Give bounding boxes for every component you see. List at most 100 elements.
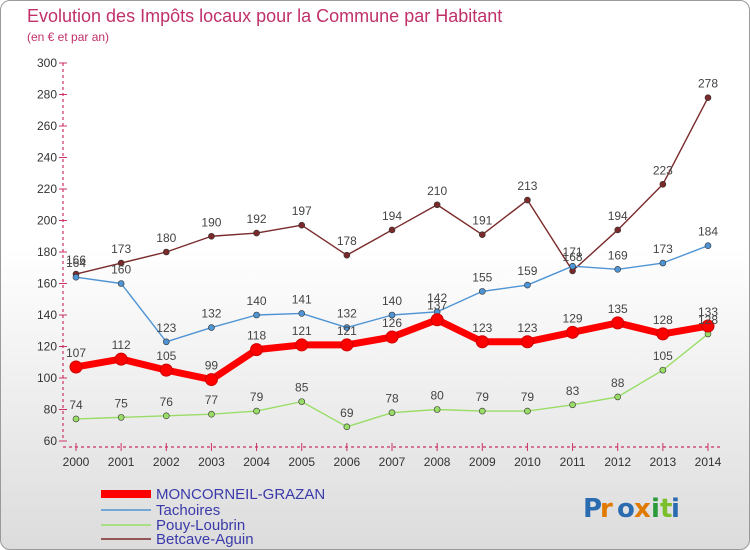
data-label: 121 (337, 324, 357, 338)
data-point (162, 338, 170, 346)
y-tick-label: 120 (37, 340, 57, 354)
y-tick-label: 60 (44, 434, 58, 448)
data-label: 160 (111, 263, 131, 277)
data-label: 180 (156, 231, 176, 245)
data-label: 83 (566, 384, 580, 398)
data-point (701, 319, 715, 333)
data-point (659, 366, 667, 374)
data-label: 178 (337, 234, 357, 248)
y-tick-label: 80 (44, 403, 58, 417)
logo-letter: i (671, 494, 680, 524)
y-tick-label: 180 (37, 245, 57, 259)
data-point (659, 259, 667, 267)
x-tick-label: 2004 (243, 455, 270, 469)
data-label: 79 (521, 390, 535, 404)
logo-letter: i (651, 494, 660, 524)
data-point (614, 226, 622, 234)
data-point (208, 410, 215, 418)
data-labels: 166 173 180 190 192 197 178 194 210 191 213 168 194 2… (66, 77, 718, 420)
data-point (433, 406, 441, 413)
data-label: 112 (112, 338, 131, 352)
data-point (114, 352, 128, 366)
data-point (569, 262, 576, 270)
data-label: 128 (698, 313, 718, 327)
data-label: 184 (698, 225, 718, 239)
data-label: 105 (156, 349, 176, 363)
data-label: 223 (653, 163, 673, 177)
x-tick-label: 2013 (650, 455, 677, 469)
y-tick-label: 280 (37, 88, 57, 102)
y-tick-label: 160 (37, 277, 57, 291)
data-label: 123 (517, 321, 537, 335)
data-point (524, 281, 531, 289)
data-point (524, 196, 531, 204)
x-tick-label: 2005 (288, 455, 315, 469)
data-label: 129 (563, 311, 583, 325)
x-tick-label: 2003 (198, 455, 225, 469)
data-point (298, 398, 306, 405)
data-label: 69 (340, 406, 354, 420)
logo-letter: x (634, 494, 651, 524)
data-label: 155 (472, 270, 492, 284)
data-point (117, 280, 125, 287)
data-point (704, 94, 712, 101)
data-point (295, 338, 309, 352)
x-tick-label: 2011 (560, 455, 586, 469)
data-point (340, 338, 354, 352)
logo-letter: o (617, 494, 635, 524)
data-point (204, 373, 218, 387)
data-label: 105 (653, 349, 673, 363)
data-point (611, 316, 625, 330)
data-label: 169 (608, 248, 628, 262)
data-label: 194 (382, 209, 402, 223)
data-label: 75 (114, 396, 128, 410)
data-label: 192 (247, 212, 267, 226)
data-label: 140 (247, 294, 267, 308)
data-label: 133 (698, 305, 718, 319)
data-label: 80 (430, 389, 444, 403)
data-label: 118 (247, 329, 266, 343)
data-point (343, 324, 351, 331)
data-point (298, 221, 306, 229)
data-label: 171 (563, 245, 583, 259)
data-label: 85 (295, 381, 309, 395)
y-tick-label: 140 (37, 308, 57, 322)
data-label: 194 (608, 209, 628, 223)
data-label: 79 (250, 390, 264, 404)
logo-letter: r (600, 494, 613, 524)
y-tick-label: 260 (37, 119, 57, 133)
data-label: 166 (66, 253, 86, 267)
data-point (430, 313, 444, 327)
x-tick-label: 2007 (379, 455, 406, 469)
legend-label: MONCORNEIL-GRAZAN (156, 486, 325, 503)
data-label: 137 (427, 299, 447, 313)
x-tick-label: 2009 (469, 455, 496, 469)
y-tick-label: 300 (37, 56, 57, 70)
x-tick-label: 2014 (695, 455, 722, 469)
x-tick-label: 2000 (63, 455, 90, 469)
x-tick-label: 2012 (604, 455, 631, 469)
data-point (659, 180, 667, 188)
chart-title: Evolution des Impôts locaux pour la Comm… (27, 6, 502, 26)
proxiti-logo: Pr o x i ti (583, 494, 680, 524)
data-point (298, 310, 306, 317)
data-point (569, 401, 576, 409)
data-point (208, 324, 215, 331)
legend-label: Betcave-Aguin (156, 531, 254, 548)
data-point (614, 393, 622, 401)
data-label: 164 (66, 256, 86, 270)
data-point (478, 231, 486, 238)
data-point (524, 407, 531, 415)
data-point (388, 226, 396, 234)
data-label: 210 (427, 184, 447, 198)
data-label: 88 (611, 376, 625, 390)
logo-letter: t (660, 494, 672, 524)
data-label: 107 (66, 346, 86, 360)
data-point (72, 415, 80, 423)
data-point (159, 363, 173, 377)
data-point (162, 248, 170, 256)
data-point (478, 288, 486, 295)
y-tick-label: 100 (37, 371, 57, 385)
data-point (253, 229, 260, 237)
data-point (117, 259, 125, 267)
